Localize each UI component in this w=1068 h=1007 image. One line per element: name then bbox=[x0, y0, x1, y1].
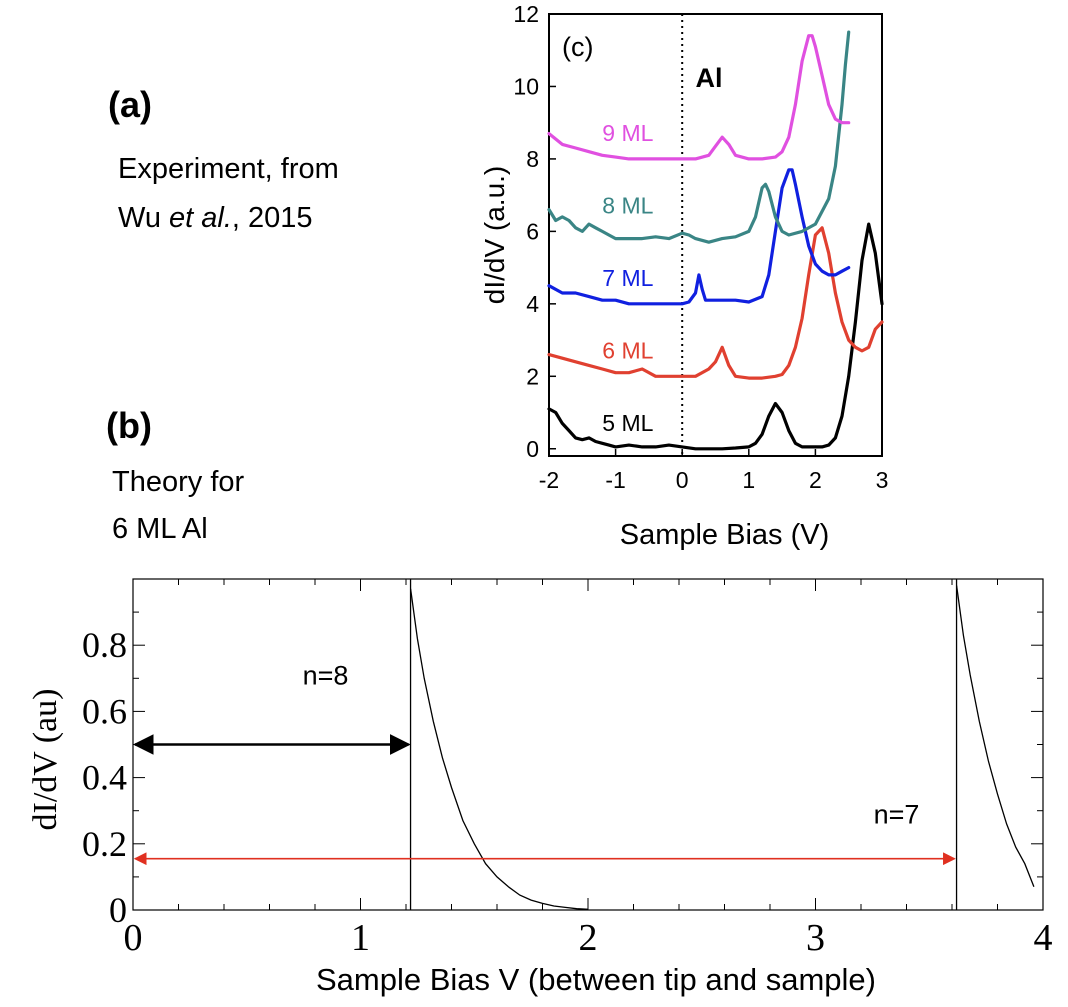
experiment-y-tick-label: 8 bbox=[526, 146, 539, 172]
experiment-x-tick-label: 2 bbox=[809, 467, 822, 493]
experiment-series-label: 7 ML bbox=[602, 265, 653, 291]
theory-y-axis-label: dI/dV (au) bbox=[27, 689, 64, 831]
panel-b-caption-line1: Theory for bbox=[112, 466, 244, 498]
experiment-series-line-8-ml bbox=[547, 30, 851, 244]
experiment-element-label: Al bbox=[696, 63, 723, 93]
experiment-series-label: 5 ML bbox=[602, 410, 653, 436]
experiment-series-label: 6 ML bbox=[602, 338, 653, 364]
experiment-y-tick-label: 2 bbox=[526, 363, 539, 389]
experiment-x-tick-label: -1 bbox=[605, 467, 625, 493]
theory-annotation-label: n=7 bbox=[874, 800, 920, 830]
theory-series bbox=[409, 579, 1035, 910]
theory-y-tick-label: 0.6 bbox=[82, 691, 127, 731]
theory-x-tick-label: 1 bbox=[351, 917, 370, 959]
experiment-x-tick-label: 1 bbox=[742, 467, 755, 493]
panel-a-caption-year: , 2015 bbox=[232, 202, 313, 234]
theory-chart: 0 1 2 3 4 0 0.2 0.4 0.6 0.8 n=8 n=7 Sample Bias V … bbox=[27, 578, 1053, 997]
panel-a-caption-etal: et al. bbox=[169, 202, 232, 234]
experiment-y-tick-label: 12 bbox=[513, 1, 539, 27]
theory-y-tick-label: 0.8 bbox=[82, 625, 127, 665]
panel-b-label: (b) bbox=[106, 405, 152, 446]
panel-a-caption-author: Wu bbox=[118, 202, 169, 234]
experiment-x-tick-label: -2 bbox=[539, 467, 559, 493]
experiment-x-axis-label: Sample Bias (V) bbox=[620, 519, 830, 551]
experiment-y-tick-label: 0 bbox=[526, 436, 539, 462]
experiment-series-label: 9 ML bbox=[602, 120, 653, 146]
theory-y-tick-label: 0.2 bbox=[82, 824, 127, 864]
theory-series-line-decay-1 bbox=[409, 588, 589, 910]
experiment-y-tick-label: 4 bbox=[526, 291, 539, 317]
panel-a-caption-line1: Experiment, from bbox=[118, 153, 339, 185]
panel-a-caption-line2: Wu et al., 2015 bbox=[118, 202, 313, 234]
theory-ticks: 0 1 2 3 4 0 0.2 0.4 0.6 0.8 bbox=[82, 578, 1053, 959]
theory-y-tick-label: 0.4 bbox=[82, 758, 127, 798]
theory-x-axis-label: Sample Bias V (between tip and sample) bbox=[316, 962, 876, 997]
experiment-series: 5 ML 6 ML 7 ML 8 ML 9 ML bbox=[547, 30, 884, 451]
theory-annotation-label: n=8 bbox=[303, 661, 349, 691]
theory-x-tick-label: 2 bbox=[579, 917, 598, 959]
experiment-series-line-6-ml bbox=[547, 226, 884, 380]
experiment-x-tick-label: 3 bbox=[876, 467, 889, 493]
experiment-series-label: 8 ML bbox=[602, 193, 653, 219]
theory-annotations: n=8 n=7 bbox=[132, 661, 956, 866]
experiment-plot-frame bbox=[548, 13, 883, 457]
theory-x-tick-label: 4 bbox=[1034, 917, 1053, 959]
panel-b-caption-line2: 6 ML Al bbox=[112, 513, 208, 545]
theory-y-tick-label: 0 bbox=[109, 890, 127, 930]
experiment-y-tick-label: 6 bbox=[526, 218, 539, 244]
experiment-series-line-7-ml bbox=[547, 168, 851, 306]
experiment-y-axis-label: dI/dV (a.u.) bbox=[479, 166, 510, 305]
panel-a-label: (a) bbox=[108, 84, 152, 125]
experiment-x-tick-label: 0 bbox=[676, 467, 689, 493]
experiment-panel-label: (c) bbox=[562, 32, 593, 62]
theory-x-tick-label: 0 bbox=[124, 917, 143, 959]
experiment-series-line-9-ml bbox=[547, 34, 851, 161]
theory-x-tick-label: 3 bbox=[806, 917, 825, 959]
experiment-series-line-5-ml bbox=[547, 222, 884, 451]
theory-series-line-decay-2 bbox=[955, 585, 1035, 888]
experiment-y-tick-label: 10 bbox=[513, 73, 539, 99]
